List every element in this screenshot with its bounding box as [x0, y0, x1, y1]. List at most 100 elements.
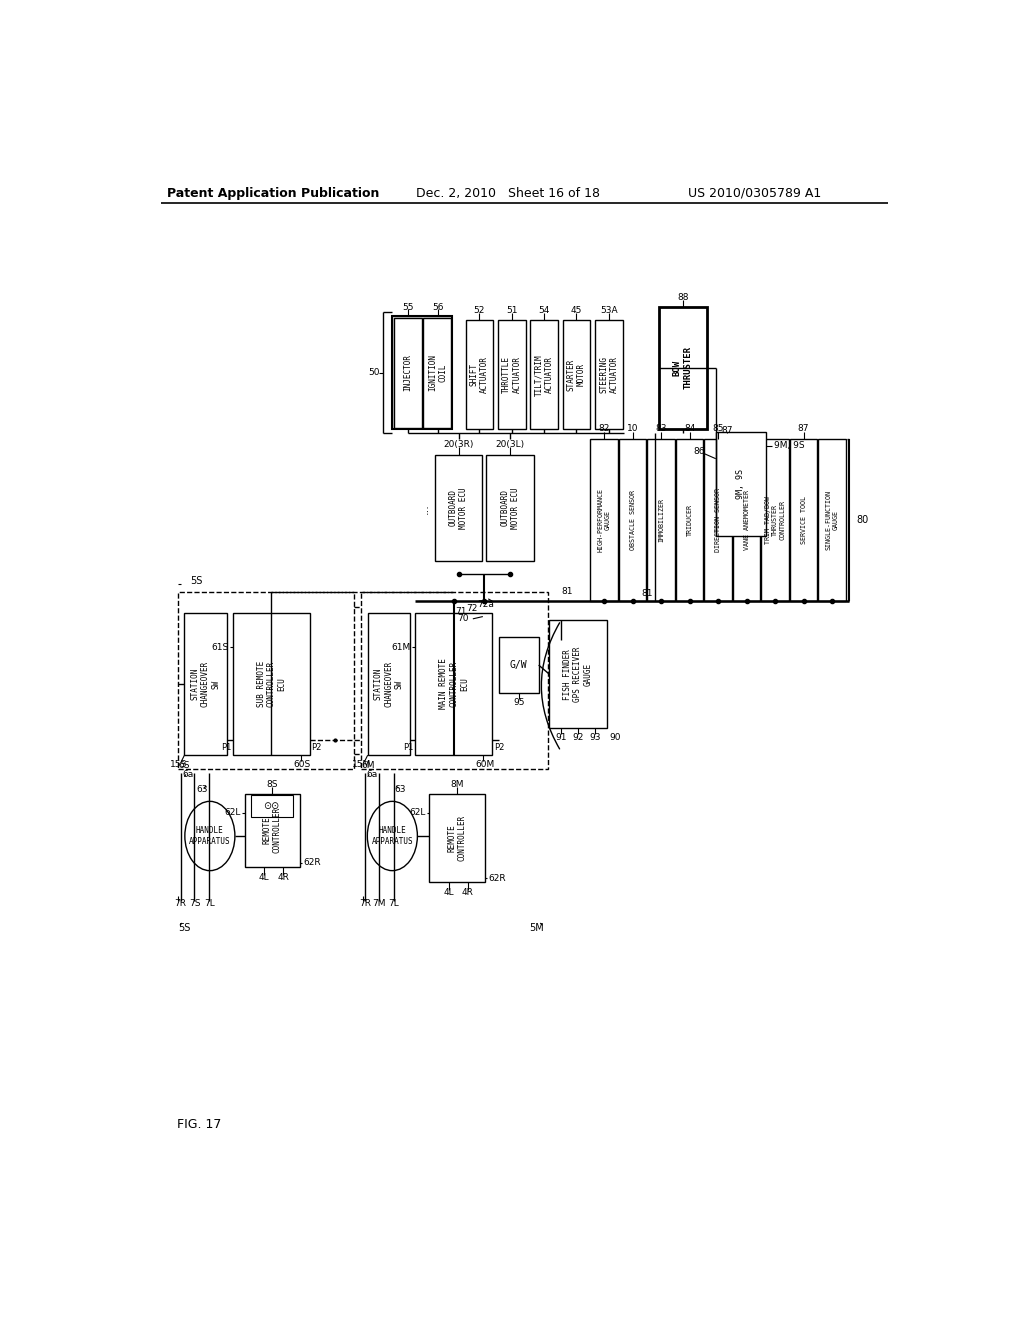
Text: SUB REMOTE
CONTROLLER
ECU: SUB REMOTE CONTROLLER ECU: [257, 661, 287, 708]
Text: 85: 85: [713, 424, 724, 433]
Text: REMOTE
CONTROLLER: REMOTE CONTROLLER: [262, 807, 282, 853]
Text: P2: P2: [311, 743, 322, 752]
Bar: [705, 440, 732, 601]
Text: 71: 71: [456, 607, 467, 615]
Bar: [818, 440, 846, 601]
Text: 56: 56: [432, 302, 443, 312]
Bar: [184, 612, 226, 755]
Text: HANDLE
APPARATUS: HANDLE APPARATUS: [189, 826, 230, 846]
Text: 4L: 4L: [443, 888, 454, 898]
Text: HANDLE
APPARATUS: HANDLE APPARATUS: [372, 826, 413, 846]
Text: IGNITION
COIL: IGNITION COIL: [428, 354, 447, 391]
Text: 54: 54: [539, 306, 550, 315]
Text: P1: P1: [221, 743, 231, 752]
Text: 9M, 9S: 9M, 9S: [773, 441, 804, 450]
Text: OBSTACLE SENSOR: OBSTACLE SENSOR: [630, 490, 636, 550]
Text: 63: 63: [394, 785, 406, 795]
Text: 52: 52: [474, 306, 485, 315]
Text: 80: 80: [857, 515, 869, 525]
Ellipse shape: [185, 801, 234, 871]
Bar: [550, 620, 607, 729]
Bar: [562, 321, 590, 429]
Text: ...: ...: [420, 503, 430, 515]
Bar: [499, 638, 539, 693]
Text: 63: 63: [197, 785, 208, 795]
Text: 5S: 5S: [189, 576, 202, 586]
Bar: [435, 455, 482, 561]
Text: BOW
THRUSTER: BOW THRUSTER: [673, 346, 692, 389]
Text: 86: 86: [693, 446, 705, 455]
Text: VANE ANEMOMETER: VANE ANEMOMETER: [743, 490, 750, 550]
Text: 87: 87: [722, 426, 733, 436]
Text: 4R: 4R: [278, 873, 289, 882]
Text: 7L: 7L: [388, 899, 399, 908]
Text: 7M: 7M: [373, 899, 386, 908]
Text: 20(3L): 20(3L): [496, 440, 524, 449]
Text: 83: 83: [655, 424, 667, 433]
Text: 81: 81: [561, 587, 572, 597]
Bar: [394, 318, 422, 428]
Bar: [251, 795, 293, 817]
Text: 90: 90: [609, 733, 621, 742]
Text: 61S: 61S: [211, 643, 228, 652]
Text: SERVICE TOOL: SERVICE TOOL: [801, 496, 807, 544]
Text: DIRECTION SENSOR: DIRECTION SENSOR: [715, 488, 721, 552]
Text: 51: 51: [506, 306, 517, 315]
Text: 62R: 62R: [304, 858, 322, 867]
Ellipse shape: [368, 801, 418, 871]
Text: 92: 92: [572, 733, 584, 742]
Text: 9M, 9S: 9M, 9S: [736, 469, 744, 499]
Text: 61M: 61M: [391, 643, 411, 652]
Bar: [416, 612, 493, 755]
Bar: [360, 591, 548, 770]
Text: 55: 55: [402, 302, 414, 312]
Text: US 2010/0305789 A1: US 2010/0305789 A1: [688, 186, 821, 199]
Text: 6S: 6S: [179, 760, 190, 770]
Text: 62L: 62L: [410, 808, 425, 817]
Bar: [618, 440, 646, 601]
Bar: [658, 308, 707, 429]
Text: IMMOBILIZER: IMMOBILIZER: [658, 499, 665, 543]
Bar: [392, 317, 453, 429]
Text: 5M: 5M: [529, 924, 544, 933]
Text: THROTTLE
ACTUATOR: THROTTLE ACTUATOR: [502, 356, 521, 393]
Text: REMOTE
CONTROLLER: REMOTE CONTROLLER: [447, 814, 467, 861]
Text: Dec. 2, 2010   Sheet 16 of 18: Dec. 2, 2010 Sheet 16 of 18: [416, 186, 600, 199]
Text: Patent Application Publication: Patent Application Publication: [167, 186, 379, 199]
Bar: [429, 793, 484, 882]
Text: 7R: 7R: [175, 899, 186, 908]
Text: 6M: 6M: [361, 760, 375, 770]
Text: TRIDUCER: TRIDUCER: [686, 504, 692, 536]
Text: 91: 91: [555, 733, 566, 742]
Text: OUTBOARD
MOTOR ECU: OUTBOARD MOTOR ECU: [501, 487, 520, 529]
Text: 4R: 4R: [462, 888, 474, 898]
Text: TILT/TRIM
ACTUATOR: TILT/TRIM ACTUATOR: [535, 354, 554, 396]
Text: 88: 88: [677, 293, 688, 302]
Text: 53A: 53A: [600, 306, 617, 315]
Bar: [716, 432, 766, 536]
Text: SHIFT
ACTUATOR: SHIFT ACTUATOR: [470, 356, 489, 393]
Bar: [423, 318, 451, 428]
Text: G/W: G/W: [510, 660, 527, 671]
Text: 7L: 7L: [204, 899, 214, 908]
Text: STARTER
MOTOR: STARTER MOTOR: [566, 359, 586, 391]
Text: 45: 45: [570, 306, 582, 315]
Bar: [245, 793, 300, 867]
Text: 7S: 7S: [188, 899, 201, 908]
Text: 8S: 8S: [266, 780, 278, 789]
Bar: [647, 440, 675, 601]
Text: 8M: 8M: [451, 780, 464, 789]
Bar: [486, 455, 535, 561]
Text: 82: 82: [598, 424, 610, 433]
Text: 4L: 4L: [258, 873, 269, 882]
Text: 87: 87: [798, 424, 809, 433]
Text: 95: 95: [513, 697, 524, 706]
Text: P2: P2: [494, 743, 505, 752]
Text: 5S: 5S: [178, 924, 190, 933]
Bar: [676, 440, 703, 601]
Text: FISH FINDER
GPS RECEIVER
GAUGE: FISH FINDER GPS RECEIVER GAUGE: [563, 647, 593, 702]
Text: MAIN REMOTE
CONTROLLER
ECU: MAIN REMOTE CONTROLLER ECU: [439, 659, 469, 709]
Text: STATION
CHANGEOVER
SW: STATION CHANGEOVER SW: [374, 661, 403, 708]
Text: 60M: 60M: [475, 760, 495, 768]
Bar: [530, 321, 558, 429]
